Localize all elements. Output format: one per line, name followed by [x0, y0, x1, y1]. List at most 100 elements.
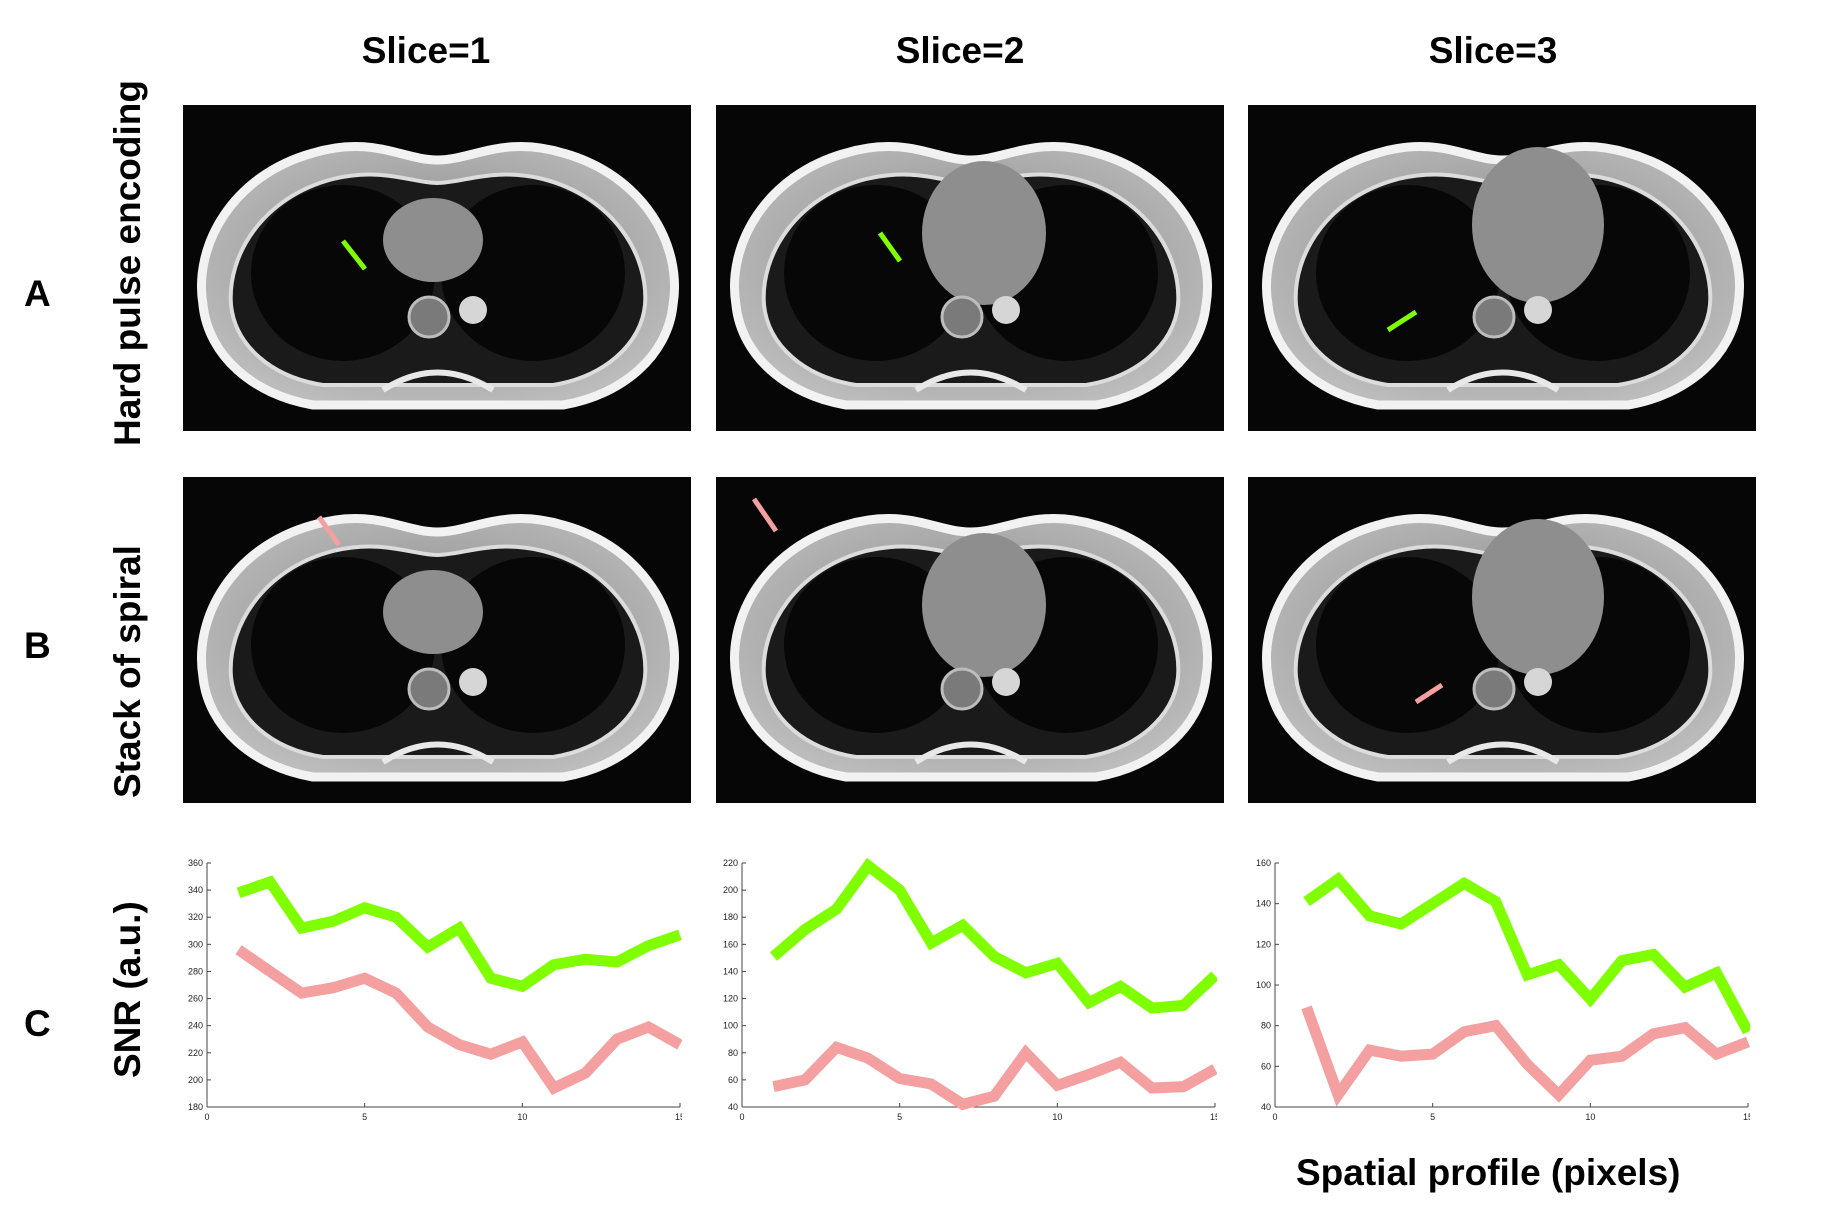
y-tick-label: 60	[728, 1075, 738, 1085]
spine-arch	[914, 369, 1028, 393]
column-title-slice-3: Slice=3	[1428, 30, 1558, 71]
y-tick-label: 320	[188, 912, 203, 922]
snr-chart-slice-2: 40 60 80 100 120 140 160 180 200 220 0 5 10 15	[707, 855, 1220, 1125]
aorta	[992, 296, 1020, 324]
profile-line-marker	[341, 239, 367, 271]
right-lung	[784, 185, 968, 361]
y-tick-label: 40	[728, 1102, 738, 1112]
x-tick-label: 0	[204, 1112, 209, 1122]
y-tick-label: 160	[1256, 858, 1271, 868]
series-line-hard-pulse-encoding	[1303, 871, 1753, 1035]
mri-image-hard-slice-2	[716, 105, 1224, 431]
y-tick-label: 340	[188, 885, 203, 895]
y-tick-label: 200	[188, 1075, 203, 1085]
vertebra	[940, 667, 984, 711]
y-tick-label: 80	[728, 1048, 738, 1058]
heart	[1472, 147, 1604, 303]
series-line-stack-of-spiral	[1301, 1005, 1750, 1107]
vertebra	[1472, 295, 1516, 339]
y-tick-label: 60	[1261, 1061, 1271, 1071]
x-tick-label: 10	[1585, 1112, 1595, 1122]
right-lung	[1316, 185, 1500, 361]
y-tick-label: 140	[723, 966, 738, 976]
heart	[383, 198, 483, 282]
profile-line-marker	[877, 231, 903, 263]
row-letter-a: A	[24, 273, 51, 314]
y-tick-label: 220	[723, 858, 738, 868]
left-lung	[441, 185, 625, 361]
spine-arch	[381, 369, 495, 393]
x-tick-label: 15	[675, 1112, 682, 1122]
profile-line-marker	[316, 515, 342, 547]
series-line-stack-of-spiral	[772, 1041, 1218, 1111]
y-tick-label: 120	[1256, 939, 1271, 949]
series-line-hard-pulse-encoding	[769, 857, 1219, 1014]
profile-line-marker	[1414, 682, 1444, 705]
y-tick-label: 140	[1256, 899, 1271, 909]
row-label-hard-pulse: Hard pulse encoding	[107, 80, 148, 446]
y-tick-label: 160	[723, 939, 738, 949]
mri-image-hard-slice-3	[1248, 105, 1756, 431]
y-tick-label: 180	[188, 1102, 203, 1112]
aorta	[992, 668, 1020, 696]
vertebra	[1472, 667, 1516, 711]
heart	[922, 533, 1046, 677]
mri-image-spiral-slice-2	[716, 477, 1224, 803]
spine-arch	[1446, 369, 1560, 393]
profile-line-marker	[751, 497, 779, 533]
column-title-slice-1: Slice=1	[361, 30, 491, 71]
heart	[383, 570, 483, 654]
heart	[1472, 519, 1604, 675]
y-tick-label: 360	[188, 858, 203, 868]
aorta	[459, 296, 487, 324]
x-tick-label: 10	[517, 1112, 527, 1122]
row-label-stack-of-spiral: Stack of spiral	[107, 545, 148, 798]
y-tick-label: 80	[1261, 1021, 1271, 1031]
x-tick-label: 5	[1430, 1112, 1435, 1122]
series-line-stack-of-spiral	[235, 945, 683, 1095]
mri-image-spiral-slice-1	[183, 477, 691, 803]
right-lung	[784, 557, 968, 733]
y-tick-label: 40	[1261, 1102, 1271, 1112]
row-letter-c: C	[24, 1003, 51, 1044]
y-tick-label: 120	[723, 994, 738, 1004]
x-tick-label: 0	[1272, 1112, 1277, 1122]
series-line-hard-pulse-encoding	[236, 875, 682, 993]
vertebra	[407, 667, 451, 711]
mri-image-hard-slice-1	[183, 105, 691, 431]
x-tick-label: 15	[1210, 1112, 1217, 1122]
x-tick-label: 15	[1743, 1112, 1750, 1122]
y-tick-label: 300	[188, 939, 203, 949]
right-lung	[1316, 557, 1500, 733]
spine-arch	[1446, 741, 1560, 765]
spine-arch	[914, 741, 1028, 765]
x-tick-label: 5	[362, 1112, 367, 1122]
aorta	[1524, 296, 1552, 324]
spine-arch	[381, 741, 495, 765]
aorta	[459, 668, 487, 696]
row-label-snr: SNR (a.u.)	[107, 901, 148, 1078]
profile-line-marker	[1386, 309, 1418, 333]
left-lung	[441, 557, 625, 733]
y-tick-label: 200	[723, 885, 738, 895]
row-letter-b: B	[24, 625, 51, 666]
vertebra	[940, 295, 984, 339]
snr-chart-slice-1: 180 200 220 240 260 280 300 320 340 360 0 5 10 15	[172, 855, 685, 1125]
column-title-slice-2: Slice=2	[895, 30, 1025, 71]
x-tick-label: 0	[739, 1112, 744, 1122]
vertebra	[407, 295, 451, 339]
heart	[922, 161, 1046, 305]
y-tick-label: 100	[1256, 980, 1271, 990]
aorta	[1524, 668, 1552, 696]
snr-chart-slice-3: 40 60 80 100 120 140 160 0 5 10 15	[1240, 855, 1753, 1125]
y-tick-label: 280	[188, 966, 203, 976]
x-tick-label: 5	[897, 1112, 902, 1122]
y-tick-label: 260	[188, 994, 203, 1004]
y-tick-label: 220	[188, 1048, 203, 1058]
mri-image-spiral-slice-3	[1248, 477, 1756, 803]
y-tick-label: 240	[188, 1021, 203, 1031]
y-tick-label: 100	[723, 1021, 738, 1031]
x-axis-label: Spatial profile (pixels)	[1296, 1152, 1681, 1193]
y-tick-label: 180	[723, 912, 738, 922]
x-tick-label: 10	[1052, 1112, 1062, 1122]
